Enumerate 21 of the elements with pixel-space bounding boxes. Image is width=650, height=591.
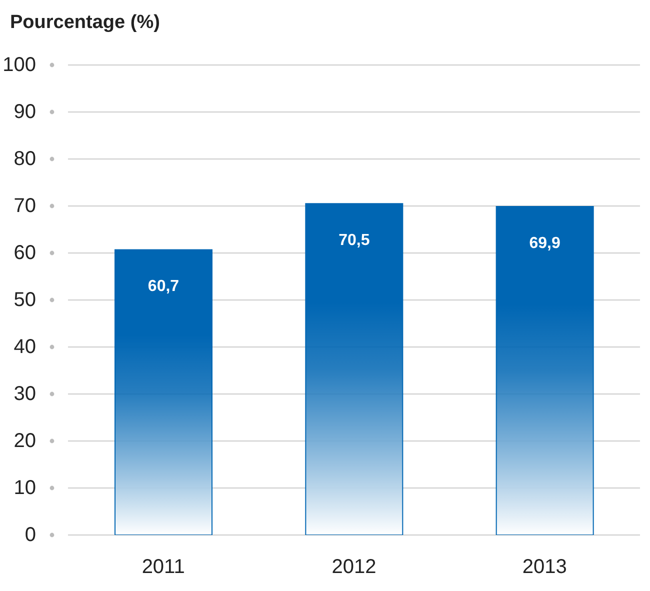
y-tick-label: 50 [14, 289, 36, 311]
bar [496, 206, 594, 535]
data-label: 69,9 [529, 234, 561, 252]
y-tick-label: 0 [24, 524, 36, 546]
data-label: 60,7 [148, 278, 180, 296]
y-tick-label: 20 [14, 430, 36, 452]
y-tick-label: 40 [14, 336, 36, 358]
bar [305, 203, 404, 535]
y-tick-label: 10 [14, 477, 36, 499]
x-tick-label: 2013 [522, 556, 567, 578]
y-tick-label: 60 [14, 242, 36, 264]
y-tick-label: 80 [14, 148, 36, 170]
y-tick-label: 100 [2, 54, 36, 76]
y-tick-label: 30 [14, 383, 36, 405]
x-tick-label: 2012 [332, 556, 376, 578]
bar [114, 249, 212, 535]
data-label: 70,5 [338, 232, 370, 250]
y-tick-label: 90 [14, 101, 36, 123]
x-tick-label: 2011 [142, 556, 185, 578]
y-axis-title: Pourcentage (%) [10, 12, 160, 34]
y-tick-label: 70 [14, 195, 36, 217]
